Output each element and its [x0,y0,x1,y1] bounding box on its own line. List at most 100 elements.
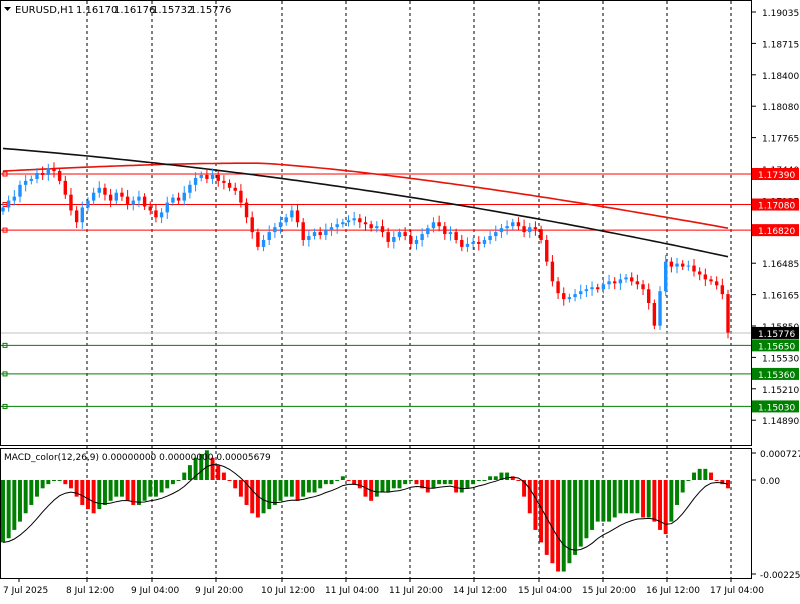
candle-body [471,241,475,244]
candle-body [125,196,130,205]
candle-body [318,232,322,236]
candle-body [91,192,96,201]
macd-bar [465,480,470,489]
candle-body [57,171,62,181]
level-marker [2,342,8,348]
price-tick-label: 1.16485 [762,260,799,270]
macd-tick-label: -0.002259 [760,571,800,581]
candle-body [607,281,611,285]
candle-body [346,220,351,223]
macd-bar [193,457,198,480]
candle-body [573,294,577,298]
candle-body [545,239,549,262]
candle-body [295,210,300,223]
time-tick-label: 15 Jul 20:00 [582,586,636,596]
macd-bar [255,480,260,518]
macd-bar [238,480,243,497]
candle-body [137,196,141,201]
macd-bar [295,480,300,501]
candle-body [176,197,181,201]
time-tick-label: 7 Jul 2025 [3,586,48,596]
candle-body [550,261,555,282]
macd-bar [363,480,368,497]
macd-bar [142,480,147,501]
macd-bar [584,480,589,539]
macd-bar [539,480,544,543]
time-tick-label: 9 Jul 04:00 [131,586,180,596]
candle-body [329,227,334,231]
macd-bar [680,480,685,493]
candle-body [227,182,232,188]
level-badge-label: 1.15030 [758,403,795,413]
macd-bar [23,480,28,514]
candle-body [222,180,226,183]
macd-bar [346,480,351,481]
candle-body [52,168,56,172]
candle-body [1,207,5,212]
macd-bar [550,480,555,564]
current-price-badge [752,326,799,339]
macd-bar [29,480,34,505]
macd-bar [267,480,272,510]
candle-body [210,174,215,179]
macd-bar [618,480,623,514]
candle-body [437,222,441,227]
macd-bar [244,480,249,505]
candle-body [86,200,90,208]
candle-body [596,287,600,290]
macd-bar [63,480,68,485]
candle-body [103,187,107,195]
macd-bar [567,480,572,564]
time-tick-label: 17 Jul 04:00 [710,586,764,596]
candle-body [499,228,504,233]
candle-body [380,226,385,233]
candle-body [307,236,311,240]
macd-bar [391,480,396,489]
macd-bar [414,480,419,485]
level-marker [2,227,8,233]
candle-body [448,232,453,235]
macd-bar [527,480,532,514]
candle-body [108,194,113,201]
macd-bar [476,480,481,481]
price-tick-label: 1.16165 [762,292,799,302]
level-badge [752,367,799,380]
candle-body [18,184,22,197]
macd-bar [641,480,646,518]
collapse-triangle-icon[interactable] [4,7,11,11]
macd-bar [187,465,192,480]
macd-bar [261,480,266,514]
candle-body [335,224,339,228]
candle-body [148,206,152,211]
candle-body [505,226,509,229]
macd-bar [182,472,187,480]
macd-bar [697,468,702,480]
candle-body [556,281,560,294]
ohlc-close: 1.15776 [190,5,231,16]
macd-tick-label: 0.00 [760,477,780,487]
macd-histogram [1,450,730,572]
level-badge-label: 1.15360 [758,371,795,381]
macd-bar [227,480,232,481]
candle-body [443,226,447,235]
macd-bar [578,480,583,547]
candle-body [454,232,458,240]
macd-bar [119,480,124,497]
macd-bar [493,476,498,480]
candle-body [601,284,606,290]
macd-bar [692,472,696,480]
macd-bar [18,480,22,522]
macd-bar [488,476,493,480]
macd-bar [312,480,317,493]
candle-body [392,237,396,242]
candle-body [301,222,305,240]
candle-body [352,218,356,221]
macd-bar [612,480,617,518]
macd-bar [726,480,730,489]
macd-bar [289,480,294,497]
price-tick-label: 1.17765 [762,135,799,145]
macd-bar [510,476,515,480]
candle-body [74,210,79,223]
candle-body [482,239,487,244]
candle-body [522,226,526,233]
